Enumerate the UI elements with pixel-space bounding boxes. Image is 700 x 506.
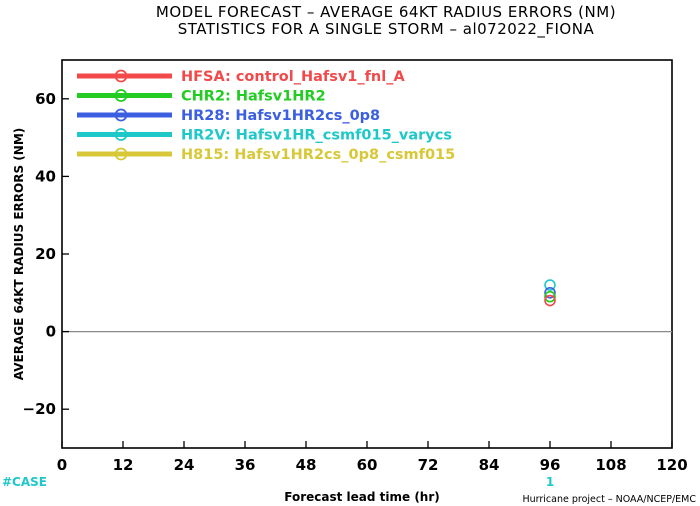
x-axis-label: Forecast lead time (hr)	[284, 490, 440, 504]
y-tick-label: 0	[46, 323, 56, 341]
x-tick-label: 108	[595, 456, 626, 474]
legend-marker	[114, 147, 128, 161]
y-tick-label: 40	[35, 167, 56, 185]
case-counts: 1	[546, 475, 554, 489]
x-tick-label: 120	[656, 456, 687, 474]
chart-subtitle: STATISTICS FOR A SINGLE STORM – al072022…	[178, 20, 595, 39]
data-point-hr28	[544, 286, 556, 299]
legend-item-hfsa: HFSA: control_Hafsv1_fnl_A	[77, 69, 405, 85]
legend-label: HR28: Hafsv1HR2cs_0p8	[181, 108, 380, 124]
x-tick-label: 96	[540, 456, 561, 474]
y-tick-label: −20	[23, 400, 56, 418]
x-tick-label: 84	[479, 456, 500, 474]
x-tick-label: 72	[418, 456, 439, 474]
legend-label: CHR2: Hafsv1HR2	[181, 89, 326, 105]
y-tick-label: 20	[35, 245, 56, 263]
y-tick-label: 60	[35, 90, 56, 108]
x-tick-label: 12	[113, 456, 134, 474]
x-tick-label: 0	[57, 456, 67, 474]
legend-item-hr28: HR28: Hafsv1HR2cs_0p8	[77, 108, 380, 124]
legend-item-hr2v: HR2V: Hafsv1HR_csmf015_varycs	[77, 128, 452, 144]
x-tick-label: 48	[296, 456, 317, 474]
legend-label: HR2V: Hafsv1HR_csmf015_varycs	[181, 128, 452, 144]
legend-marker	[114, 89, 128, 102]
legend-label: H815: Hafsv1HR2cs_0p8_csmf015	[181, 147, 455, 163]
legend-label: HFSA: control_Hafsv1_fnl_A	[181, 69, 405, 85]
legend-marker	[114, 128, 128, 141]
data-points	[544, 279, 556, 307]
x-tick-label: 60	[357, 456, 378, 474]
y-axis-ticks: −20 0 20 40 60	[23, 90, 69, 418]
legend-marker	[114, 108, 128, 122]
legend: HFSA: control_Hafsv1_fnl_A CHR2: Hafsv1HR…	[77, 69, 455, 163]
data-point-hfsa	[544, 294, 556, 307]
x-axis-ticks: 0 12 24 36 48 60 72 84 96 108 120	[57, 441, 688, 474]
case-count: 1	[546, 475, 554, 489]
credit-text: Hurricane project – NOAA/NCEP/EMC	[522, 494, 696, 505]
data-point-hr2v	[544, 279, 556, 291]
data-point-chr2	[544, 290, 556, 303]
case-label: #CASE	[2, 475, 47, 489]
legend-item-h815: H815: Hafsv1HR2cs_0p8_csmf015	[77, 147, 455, 163]
y-axis-label: AVERAGE 64KT RADIUS ERRORS (NM)	[12, 128, 26, 380]
chart-title: MODEL FORECAST – AVERAGE 64KT RADIUS ERR…	[156, 3, 616, 21]
x-tick-label: 24	[174, 456, 195, 474]
legend-marker	[114, 69, 128, 83]
legend-item-chr2: CHR2: Hafsv1HR2	[77, 89, 326, 105]
x-tick-label: 36	[235, 456, 256, 474]
